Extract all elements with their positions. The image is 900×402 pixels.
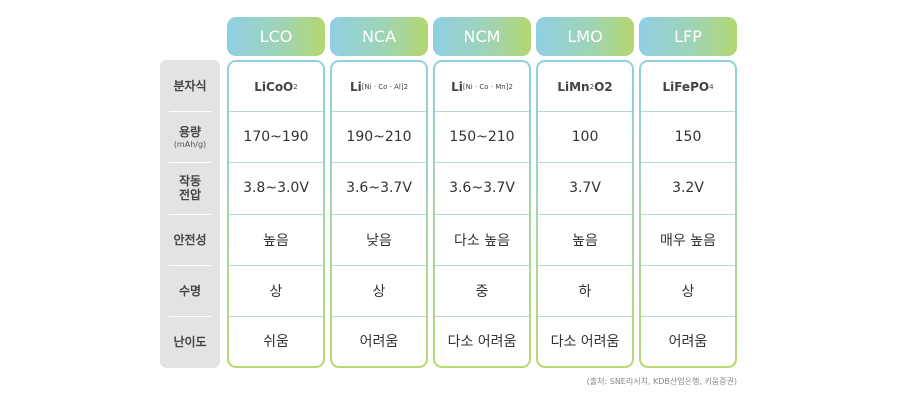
cell-formula: Li [Ni · Co · Mn]2 bbox=[451, 79, 513, 94]
cell-voltage: 3.7V bbox=[569, 180, 601, 196]
cell-difficulty: 쉬움 bbox=[263, 334, 289, 350]
cell-lifespan: 중 bbox=[475, 283, 489, 300]
header-nca: NCA bbox=[330, 17, 428, 56]
cell-capacity: 150~210 bbox=[449, 128, 515, 145]
cell-capacity: 170~190 bbox=[243, 128, 309, 145]
cell-voltage: 3.8~3.0V bbox=[243, 180, 309, 196]
cell-voltage: 3.2V bbox=[672, 180, 704, 196]
row-label-voltage: 작동 전압 bbox=[178, 174, 202, 202]
header-ncm: NCM bbox=[433, 17, 531, 56]
cell-formula: LiMn 2 O2 bbox=[557, 79, 613, 94]
cell-safety: 높음 bbox=[263, 232, 289, 249]
cell-safety: 높음 bbox=[572, 232, 598, 249]
cell-formula: LiCoO 2 bbox=[254, 79, 298, 94]
cell-difficulty: 어려움 bbox=[668, 334, 708, 350]
row-label-difficulty: 난이도 bbox=[173, 335, 207, 349]
header-lmo: LMO bbox=[536, 17, 634, 56]
cell-safety: 매우 높음 bbox=[660, 232, 716, 249]
cell-difficulty: 다소 어려움 bbox=[550, 334, 620, 350]
cell-difficulty: 다소 어려움 bbox=[447, 334, 517, 350]
source-note: (출처: SNE리서치, KDB산업은행, 키움증권) bbox=[586, 377, 737, 386]
header-lco: LCO bbox=[227, 17, 325, 56]
cell-safety: 낮음 bbox=[366, 232, 392, 249]
cell-capacity: 150 bbox=[674, 128, 702, 145]
column-nca: Li [Ni · Co · Al]2 190~210 3.6~3.7V 낮음 상 … bbox=[330, 60, 428, 368]
row-label-safety: 안전성 bbox=[173, 232, 207, 247]
row-label-lifespan: 수명 bbox=[178, 283, 202, 298]
row-label-capacity-unit: (mAh/g) bbox=[173, 139, 207, 149]
cell-lifespan: 상 bbox=[681, 283, 695, 300]
row-label-capacity: 용량 (mAh/g) bbox=[173, 124, 207, 149]
cell-safety: 다소 높음 bbox=[454, 232, 510, 249]
cell-lifespan: 하 bbox=[578, 283, 592, 300]
cell-formula: LiFePO 4 bbox=[662, 79, 714, 94]
cell-formula: Li [Ni · Co · Al]2 bbox=[349, 79, 409, 94]
row-labels: 분자식 용량 (mAh/g) 작동 전압 안전성 수명 난이도 bbox=[160, 60, 220, 368]
column-lco: LiCoO 2 170~190 3.8~3.0V 높음 상 쉬움 bbox=[227, 60, 325, 368]
column-ncm: Li [Ni · Co · Mn]2 150~210 3.6~3.7V 다소 높음… bbox=[433, 60, 531, 368]
cell-capacity: 100 bbox=[571, 128, 599, 145]
cell-capacity: 190~210 bbox=[346, 128, 412, 145]
cell-voltage: 3.6~3.7V bbox=[346, 180, 412, 196]
cell-voltage: 3.6~3.7V bbox=[449, 180, 515, 196]
column-lmo: LiMn 2 O2 100 3.7V 높음 하 다소 어려움 bbox=[536, 60, 634, 368]
cell-lifespan: 상 bbox=[269, 283, 283, 300]
header-lfp: LFP bbox=[639, 17, 737, 56]
row-label-formula: 분자식 bbox=[173, 78, 207, 93]
cell-lifespan: 상 bbox=[372, 283, 386, 300]
cell-difficulty: 어려움 bbox=[359, 334, 399, 350]
column-lfp: LiFePO 4 150 3.2V 매우 높음 상 어려움 bbox=[639, 60, 737, 368]
